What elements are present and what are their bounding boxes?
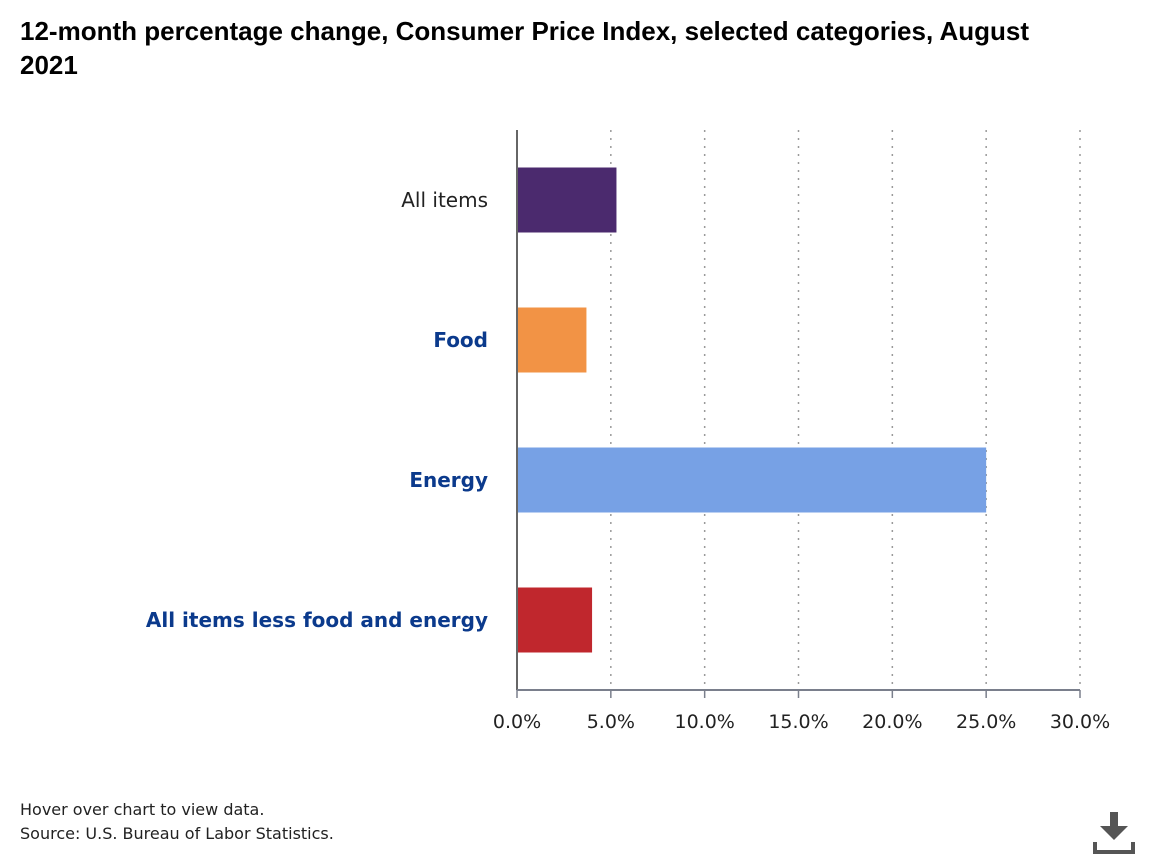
source-note: Source: U.S. Bureau of Labor Statistics.	[20, 824, 334, 843]
category-label: Energy	[409, 468, 488, 492]
x-tick-label: 25.0%	[956, 711, 1016, 733]
axes	[516, 130, 1081, 698]
category-label: All items	[401, 188, 488, 212]
chart-title: 12-month percentage change, Consumer Pri…	[20, 16, 1029, 80]
bar[interactable]	[517, 167, 617, 233]
download-icon	[1093, 812, 1135, 854]
bars	[517, 167, 987, 653]
bar[interactable]	[517, 307, 587, 373]
bar[interactable]	[517, 587, 593, 653]
download-button[interactable]	[1090, 810, 1138, 856]
x-tick-label: 30.0%	[1050, 711, 1110, 733]
gridlines	[610, 130, 1081, 690]
category-label: Food	[433, 328, 488, 352]
chart-footer: Hover over chart to view data. Source: U…	[20, 798, 334, 846]
category-label: All items less food and energy	[146, 608, 488, 632]
x-tick-label: 20.0%	[862, 711, 922, 733]
x-tick-label: 15.0%	[768, 711, 828, 733]
x-tick-label: 10.0%	[674, 711, 734, 733]
x-tick-label: 5.0%	[587, 711, 635, 733]
category-labels: All items Food Energy All items less food a…	[146, 188, 488, 632]
bar-chart[interactable]: All items Food Energy All items less food a…	[0, 0, 1160, 780]
tick-labels: 0.0% 5.0% 10.0% 15.0% 20.0% 25.0% 30.0%	[493, 711, 1110, 733]
x-tick-label: 0.0%	[493, 711, 541, 733]
hover-note: Hover over chart to view data.	[20, 800, 265, 819]
bar[interactable]	[517, 447, 987, 513]
